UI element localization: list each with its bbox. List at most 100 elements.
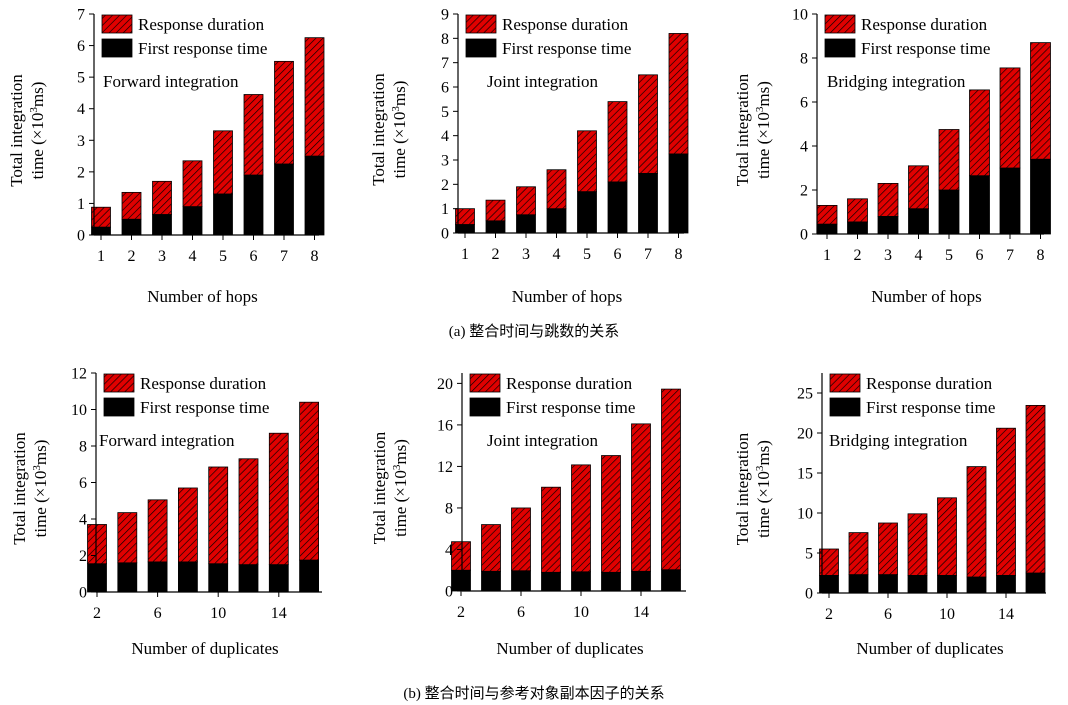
y-axis-title-prefix: time (×10 xyxy=(754,471,773,538)
y-tick-label-1: 1 xyxy=(441,201,449,218)
y-tick-label-16: 16 xyxy=(437,417,453,434)
bar-response-duration-4 xyxy=(849,533,868,575)
bar-response-duration-2 xyxy=(452,542,471,571)
bar-response-duration-6 xyxy=(512,508,531,571)
bar-first-response-4 xyxy=(118,563,137,592)
bar-first-response-4 xyxy=(482,571,501,591)
bar-response-duration-5 xyxy=(578,131,597,192)
x-axis-title: Number of hops xyxy=(871,287,981,306)
chart-title: Joint integration xyxy=(487,431,598,450)
y-tick-label-2: 2 xyxy=(79,548,87,565)
bar-response-duration-7 xyxy=(1000,68,1020,168)
legend-swatch-response-duration xyxy=(825,15,855,33)
legend-label-response-duration: Response duration xyxy=(866,374,993,393)
legend-label-response-duration: Response duration xyxy=(506,374,633,393)
bar-response-duration-5 xyxy=(939,130,959,191)
bar-first-response-8 xyxy=(669,154,688,233)
x-tick-label-6: 6 xyxy=(154,605,162,622)
x-tick-label-10: 10 xyxy=(573,604,589,621)
bar-first-response-10 xyxy=(209,564,228,592)
bar-response-duration-3 xyxy=(517,187,536,215)
bar-response-duration-8 xyxy=(1031,43,1051,160)
y-tick-label-8: 8 xyxy=(445,500,453,517)
x-tick-label-14: 14 xyxy=(271,605,287,622)
x-tick-label-5: 5 xyxy=(219,248,227,265)
bar-response-duration-8 xyxy=(908,514,927,576)
legend-swatch-response-duration xyxy=(470,374,500,392)
bar-first-response-6 xyxy=(970,176,990,234)
x-tick-label-2: 2 xyxy=(854,247,862,264)
bar-response-duration-8 xyxy=(178,488,197,562)
y-tick-label-2: 2 xyxy=(441,177,449,194)
y-tick-label-1: 1 xyxy=(77,196,85,213)
legend-label-first-response: First response time xyxy=(861,39,990,58)
y-tick-label-10: 10 xyxy=(792,7,808,24)
y-tick-label-3: 3 xyxy=(77,133,85,150)
y-axis-title-line1: Total integration xyxy=(10,432,29,545)
bar-first-response-8 xyxy=(178,562,197,592)
bar-response-duration-6 xyxy=(879,523,898,575)
x-tick-label-2: 2 xyxy=(93,605,101,622)
x-tick-label-2: 2 xyxy=(825,606,833,623)
bar-first-response-14 xyxy=(632,571,651,591)
y-axis-title-suffix: ms) xyxy=(28,82,47,108)
y-axis-title-line2: time (×103ms) xyxy=(391,439,410,537)
y-tick-label-6: 6 xyxy=(77,38,85,55)
legend-label-response-duration: Response duration xyxy=(138,15,265,34)
bar-first-response-6 xyxy=(879,575,898,593)
bar-response-duration-3 xyxy=(153,181,172,214)
bar-first-response-8 xyxy=(1031,159,1051,234)
bar-first-response-2 xyxy=(122,219,141,235)
bar-first-response-8 xyxy=(305,156,324,235)
bar-response-duration-16 xyxy=(662,389,681,570)
y-tick-label-15: 15 xyxy=(797,466,813,483)
y-tick-label-0: 0 xyxy=(77,228,85,245)
y-tick-label-8: 8 xyxy=(441,31,449,48)
bar-first-response-2 xyxy=(848,222,868,234)
chart-panel-3: 02468101 2 3 4 5 6 7 8Number of hopsTotal integ… xyxy=(733,7,1051,307)
x-tick-label-2: 2 xyxy=(457,604,465,621)
chart-title: Forward integration xyxy=(99,431,235,450)
bar-response-duration-4 xyxy=(547,170,566,209)
bar-response-duration-6 xyxy=(148,500,167,562)
bar-first-response-6 xyxy=(512,571,531,591)
x-tick-label-14: 14 xyxy=(633,604,649,621)
legend-swatch-first-response xyxy=(466,39,496,57)
bar-response-duration-2 xyxy=(88,524,107,563)
y-tick-label-5: 5 xyxy=(77,70,85,87)
legend-label-response-duration: Response duration xyxy=(861,15,988,34)
y-axis-title-prefix: time (×10 xyxy=(754,112,773,179)
bar-response-duration-3 xyxy=(878,183,898,216)
bar-response-duration-4 xyxy=(482,525,501,572)
chart-panel-6: 05101520252 6 10 14Number of duplicatesTota… xyxy=(733,373,1046,658)
x-axis-title: Number of duplicates xyxy=(856,639,1003,658)
bar-response-duration-8 xyxy=(542,487,561,572)
y-tick-label-10: 10 xyxy=(71,402,87,419)
y-tick-label-0: 0 xyxy=(445,584,453,601)
bar-response-duration-4 xyxy=(118,513,137,563)
chart-panel-5: 0481216202 6 10 14Number of duplicatesTotal… xyxy=(370,373,686,658)
bar-first-response-2 xyxy=(88,564,107,592)
x-tick-label-4: 4 xyxy=(189,248,197,265)
legend-label-first-response: First response time xyxy=(866,398,995,417)
y-tick-label-6: 6 xyxy=(800,95,808,112)
legend-label-first-response: First response time xyxy=(502,39,631,58)
y-axis-title: Total integration time (×103ms) xyxy=(733,432,773,545)
legend-swatch-first-response xyxy=(825,39,855,57)
x-tick-label-5: 5 xyxy=(583,246,591,263)
legend-swatch-first-response xyxy=(104,398,134,416)
legend-swatch-first-response xyxy=(830,398,860,416)
bar-first-response-10 xyxy=(572,572,591,591)
legend-swatch-response-duration xyxy=(830,374,860,392)
bar-response-duration-4 xyxy=(183,161,202,207)
x-axis-title: Number of duplicates xyxy=(131,639,278,658)
bar-first-response-8 xyxy=(908,575,927,593)
y-axis-title-line1: Total integration xyxy=(733,432,752,545)
bar-response-duration-7 xyxy=(639,75,658,174)
x-tick-label-6: 6 xyxy=(250,248,258,265)
x-tick-label-10: 10 xyxy=(939,606,955,623)
x-tick-label-7: 7 xyxy=(644,246,652,263)
